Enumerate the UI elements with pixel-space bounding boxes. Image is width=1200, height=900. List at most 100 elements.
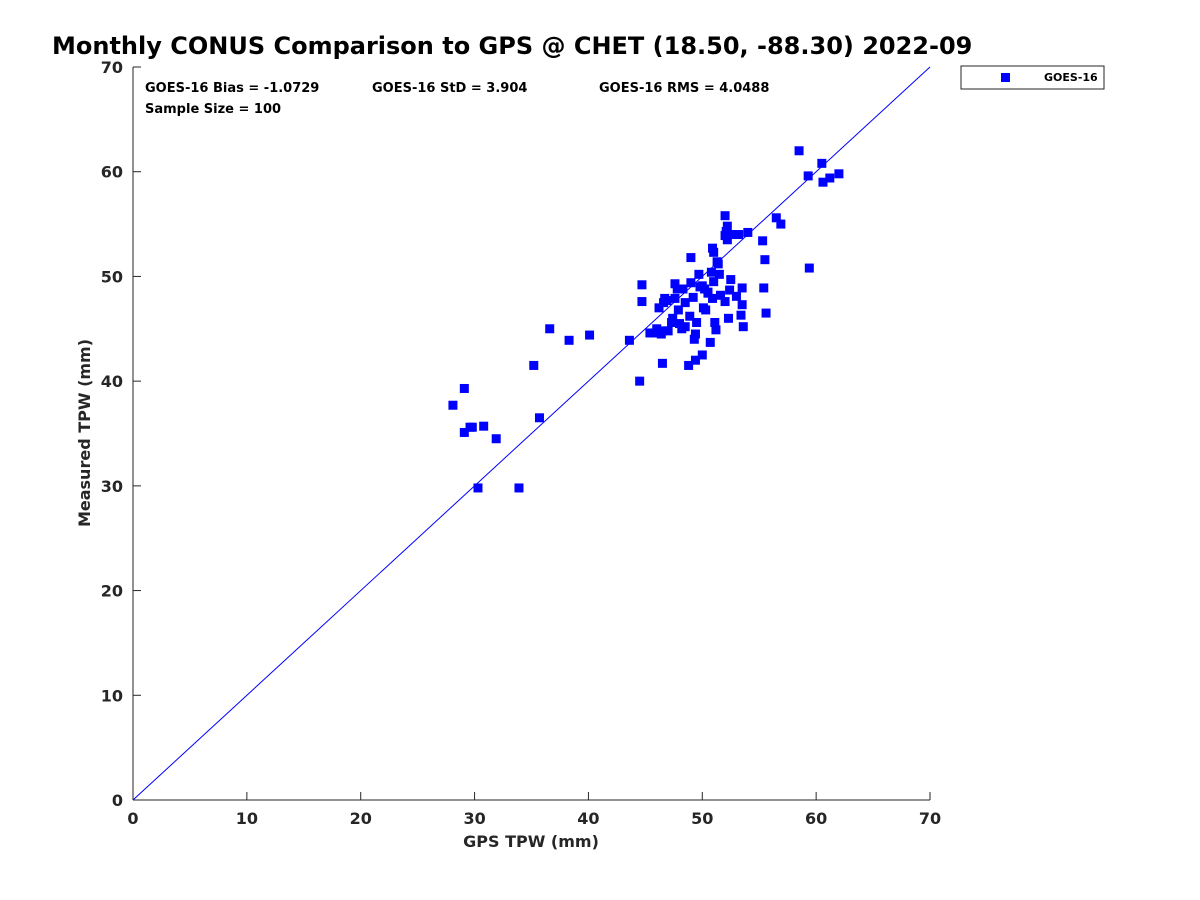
data-point	[794, 146, 804, 156]
data-point	[737, 283, 747, 293]
y-tick-label: 0	[112, 791, 123, 810]
rms-stat: GOES-16 RMS = 4.0488	[599, 81, 769, 96]
data-point	[684, 360, 694, 370]
x-axis-label: GPS TPW (mm)	[463, 832, 599, 851]
data-point	[758, 236, 768, 246]
data-point	[720, 297, 730, 307]
data-point	[670, 293, 680, 303]
data-point	[448, 400, 458, 410]
data-point	[662, 296, 672, 306]
sample-size-stat: Sample Size = 100	[145, 102, 281, 117]
data-point	[771, 213, 781, 223]
data-point	[654, 303, 664, 313]
x-tick-label: 50	[691, 809, 713, 828]
data-point	[759, 283, 769, 293]
std-stat: GOES-16 StD = 3.904	[372, 81, 527, 96]
data-point	[720, 211, 730, 221]
legend: GOES-16	[960, 65, 1105, 90]
x-tick-label: 40	[577, 809, 599, 828]
data-point	[834, 169, 844, 179]
y-tick-label: 20	[101, 582, 123, 601]
data-point	[670, 279, 680, 289]
data-point	[635, 376, 645, 386]
data-point	[529, 360, 539, 370]
data-point	[776, 219, 786, 229]
data-point	[761, 308, 771, 318]
data-point	[817, 158, 827, 168]
data-point	[692, 318, 702, 328]
y-tick-label: 30	[101, 477, 123, 496]
plot-area	[132, 67, 930, 801]
data-point	[721, 226, 731, 236]
legend-marker	[1001, 73, 1010, 82]
one-to-one-reference-line	[132, 66, 931, 801]
data-point	[685, 311, 695, 321]
data-point	[708, 293, 718, 303]
data-point	[459, 383, 469, 393]
data-point	[680, 322, 690, 332]
y-tick-label: 60	[101, 163, 123, 182]
data-point	[703, 288, 713, 298]
x-axis-ticks: 0 10 20 30 40 50 60 70	[127, 792, 941, 828]
data-point	[652, 324, 662, 334]
data-point	[564, 335, 574, 345]
bias-stat: GOES-16 Bias = -1.0729	[145, 81, 319, 96]
y-axis-ticks: 0 10 20 30 40 50 60 70	[101, 58, 141, 810]
data-point	[701, 305, 711, 315]
data-point	[585, 330, 595, 340]
data-point	[736, 310, 746, 320]
data-point	[657, 358, 667, 368]
legend-label: GOES-16	[1044, 71, 1098, 84]
data-point	[668, 313, 678, 323]
data-point	[459, 427, 469, 437]
data-point	[672, 284, 682, 294]
x-tick-label: 60	[805, 809, 827, 828]
data-point	[673, 305, 683, 315]
data-point	[697, 350, 707, 360]
data-point	[694, 269, 704, 279]
data-point	[716, 290, 726, 300]
data-point	[690, 355, 700, 365]
data-point	[688, 292, 698, 302]
data-point	[734, 230, 744, 240]
data-point	[675, 319, 685, 329]
legend-box	[960, 65, 1105, 90]
data-point	[738, 322, 748, 332]
data-point	[706, 267, 716, 277]
data-point	[818, 177, 828, 187]
data-point	[726, 275, 736, 285]
x-tick-label: 70	[919, 809, 941, 828]
data-point	[473, 483, 483, 493]
data-point	[722, 221, 732, 231]
data-point	[697, 281, 707, 291]
data-point	[663, 326, 673, 336]
data-point	[479, 421, 489, 431]
data-point	[743, 227, 753, 237]
data-point	[710, 318, 720, 328]
data-point	[705, 337, 715, 347]
data-point	[803, 171, 813, 181]
x-tick-label: 10	[236, 809, 258, 828]
data-point	[711, 325, 721, 335]
data-point	[760, 255, 770, 265]
y-tick-label: 40	[101, 372, 123, 391]
chart-title: Monthly CONUS Comparison to GPS @ CHET (…	[52, 32, 972, 60]
data-point	[727, 230, 737, 240]
data-point	[686, 278, 696, 288]
data-point	[467, 422, 477, 432]
data-point	[690, 329, 700, 339]
y-tick-label: 10	[101, 686, 123, 705]
data-points	[448, 146, 844, 493]
y-tick-label: 50	[101, 267, 123, 286]
data-point	[680, 298, 690, 308]
data-point	[804, 263, 814, 273]
data-point	[709, 247, 719, 257]
data-point	[725, 285, 735, 295]
x-tick-label: 20	[350, 809, 372, 828]
data-point	[678, 284, 688, 294]
y-axis-label: Measured TPW (mm)	[75, 339, 94, 527]
data-point	[709, 277, 719, 287]
data-point	[731, 291, 741, 301]
data-point	[637, 280, 647, 290]
